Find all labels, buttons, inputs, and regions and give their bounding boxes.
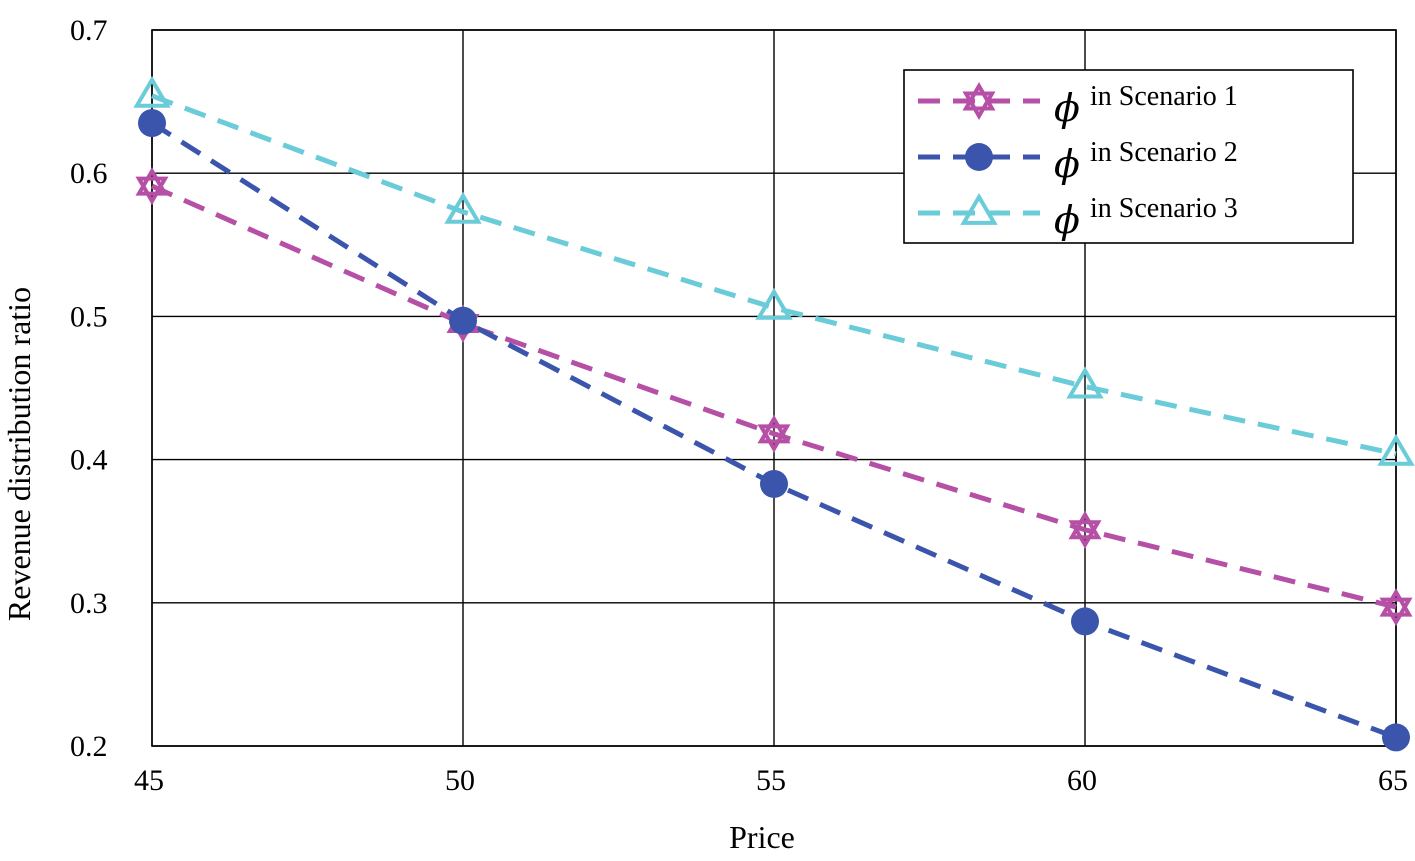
y-tick-label: 0.4 <box>70 444 108 477</box>
x-tick-label: 50 <box>445 764 475 797</box>
legend-symbol: ϕ <box>1054 86 1080 130</box>
legend-label: in Scenario 3 <box>1090 193 1238 224</box>
x-axis-ticks: 45 50 55 60 65 <box>134 764 1408 797</box>
data-point-series-2 <box>1071 607 1099 636</box>
series-layer <box>133 75 1415 752</box>
legend-label: in Scenario 1 <box>1090 81 1238 112</box>
legend-label: in Scenario 2 <box>1090 137 1238 168</box>
x-tick-label: 60 <box>1067 764 1097 797</box>
grid <box>151 29 1397 747</box>
legend-symbol: ϕ <box>1054 198 1080 242</box>
series-line-3 <box>151 93 1397 457</box>
data-point-series-2 <box>449 306 477 335</box>
data-point-series-3 <box>1066 366 1104 399</box>
x-tick-label: 55 <box>756 764 786 797</box>
data-point-series-2 <box>138 109 166 138</box>
legend-marker-3 <box>960 193 998 225</box>
data-point-series-1 <box>1379 588 1413 627</box>
data-point-series-3 <box>444 191 482 224</box>
x-tick-label: 65 <box>1378 764 1408 797</box>
data-point-series-3 <box>1377 433 1415 466</box>
data-point-series-1 <box>135 167 169 206</box>
legend-symbol: ϕ <box>1054 142 1080 186</box>
y-axis-label: Revenue distribution ratio <box>1 287 37 621</box>
y-tick-label: 0.3 <box>70 587 108 620</box>
legend-marker-2 <box>965 143 993 171</box>
y-tick-label: 0.5 <box>70 300 108 333</box>
legend-marker-1 <box>962 82 996 120</box>
data-point-series-1 <box>757 414 791 453</box>
series-line-1 <box>150 183 1397 610</box>
data-point-series-2 <box>1382 723 1410 752</box>
y-tick-label: 0.6 <box>70 157 108 190</box>
y-tick-label: 0.2 <box>70 730 108 763</box>
data-point-series-2 <box>760 469 788 498</box>
plot-frame <box>151 29 1397 747</box>
data-point-series-3 <box>133 75 171 108</box>
y-axis-ticks: 0.2 0.3 0.4 0.5 0.6 0.7 <box>70 14 108 763</box>
y-tick-label: 0.7 <box>70 14 108 47</box>
x-tick-label: 45 <box>134 764 164 797</box>
data-point-series-1 <box>1068 510 1102 549</box>
x-axis-label: Price <box>729 819 795 855</box>
legend: ϕ in Scenario 1 ϕ in Scenario 2 ϕ in Scenario… <box>903 69 1354 244</box>
data-point-series-3 <box>755 287 793 320</box>
